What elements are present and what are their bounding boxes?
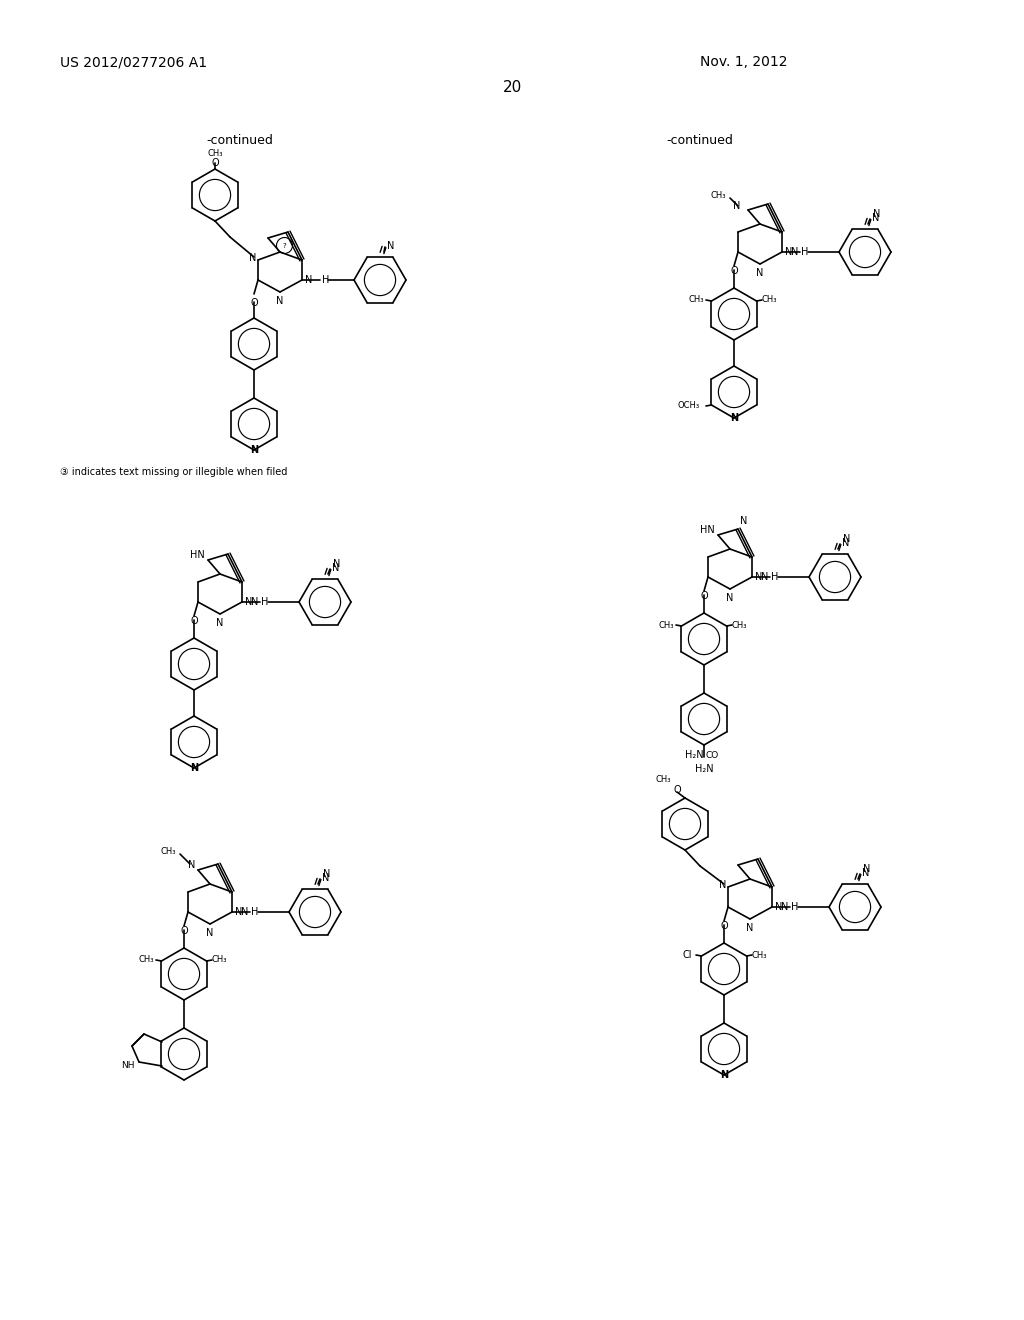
Text: N: N	[780, 902, 788, 912]
Text: N: N	[206, 928, 214, 939]
Text: H: H	[791, 902, 799, 912]
Text: US 2012/0277206 A1: US 2012/0277206 A1	[60, 55, 207, 69]
Text: 20: 20	[503, 81, 521, 95]
Text: O: O	[673, 785, 681, 795]
Text: N: N	[276, 296, 284, 306]
Text: ?: ?	[283, 243, 287, 248]
Text: CH₃: CH₃	[688, 296, 705, 305]
Text: O: O	[180, 927, 187, 936]
Text: Cl: Cl	[683, 950, 692, 960]
Text: CH₃: CH₃	[212, 956, 227, 965]
Text: -continued: -continued	[667, 133, 733, 147]
Text: N: N	[187, 861, 195, 870]
Text: O: O	[190, 616, 198, 626]
Text: -continued: -continued	[207, 133, 273, 147]
Text: H: H	[251, 907, 258, 917]
Text: N: N	[250, 445, 258, 455]
Text: N: N	[719, 880, 726, 890]
Text: ③ indicates text missing or illegible when filed: ③ indicates text missing or illegible wh…	[60, 467, 288, 477]
Text: N: N	[843, 535, 850, 544]
Text: N: N	[863, 865, 870, 874]
Text: NH: NH	[122, 1061, 135, 1071]
Text: N: N	[216, 618, 223, 628]
Text: Nov. 1, 2012: Nov. 1, 2012	[700, 55, 787, 69]
Text: H: H	[801, 247, 808, 257]
Text: N: N	[189, 763, 198, 774]
Text: O: O	[211, 158, 219, 168]
Text: CH₃: CH₃	[207, 149, 223, 157]
Text: N: N	[791, 247, 798, 257]
Text: CH₃: CH₃	[658, 620, 674, 630]
Text: N: N	[387, 242, 394, 251]
Text: N: N	[241, 907, 248, 917]
Text: O: O	[730, 267, 738, 276]
Text: N: N	[322, 873, 330, 883]
Text: N: N	[873, 209, 881, 219]
Text: H: H	[771, 572, 778, 582]
Text: N: N	[862, 869, 869, 878]
Text: N: N	[775, 902, 782, 912]
Text: N: N	[720, 1071, 728, 1080]
Text: N: N	[730, 413, 738, 422]
Text: N: N	[305, 275, 312, 285]
Text: CH₃: CH₃	[138, 956, 154, 965]
Text: N: N	[755, 572, 763, 582]
Text: N: N	[726, 593, 733, 603]
Text: CH₃: CH₃	[711, 191, 726, 201]
Text: CH₃: CH₃	[762, 296, 777, 305]
Text: O: O	[720, 921, 728, 931]
Text: CH₃: CH₃	[161, 847, 176, 857]
Text: N: N	[333, 558, 340, 569]
Text: N: N	[234, 907, 243, 917]
Text: N: N	[740, 516, 748, 525]
Text: N: N	[323, 869, 331, 879]
Text: H₂N: H₂N	[694, 764, 714, 774]
Text: CO: CO	[706, 751, 719, 759]
Text: OCH₃: OCH₃	[678, 401, 700, 411]
Text: N: N	[332, 564, 339, 573]
Text: N: N	[732, 201, 740, 211]
Text: O: O	[700, 591, 708, 601]
Text: N: N	[746, 923, 754, 933]
Text: N: N	[761, 572, 768, 582]
Text: H: H	[261, 597, 268, 607]
Text: N: N	[251, 597, 258, 607]
Text: O: O	[250, 298, 258, 308]
Text: N: N	[249, 253, 256, 263]
Text: N: N	[872, 213, 880, 223]
Text: N: N	[842, 539, 849, 548]
Text: N: N	[245, 597, 252, 607]
Text: H₂N: H₂N	[685, 750, 705, 760]
Text: N: N	[757, 268, 764, 279]
Text: HN: HN	[190, 550, 205, 560]
Text: H: H	[322, 275, 330, 285]
Text: N: N	[785, 247, 793, 257]
Text: HN: HN	[700, 525, 715, 535]
Text: CH₃: CH₃	[732, 620, 748, 630]
Text: CH₃: CH₃	[752, 950, 768, 960]
Text: CH₃: CH₃	[655, 776, 671, 784]
